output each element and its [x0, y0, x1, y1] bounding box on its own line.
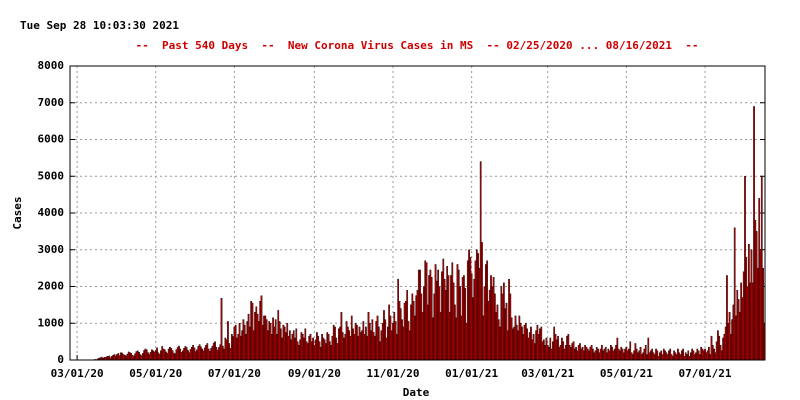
- x-tick-label: 03/01/20: [51, 367, 104, 380]
- x-tick-label: 05/01/20: [129, 367, 182, 380]
- y-tick-label: 7000: [38, 96, 65, 109]
- y-tick-label: 4000: [38, 206, 65, 219]
- timestamp: Tue Sep 28 10:03:30 2021: [20, 19, 179, 32]
- x-axis-label: Date: [403, 386, 430, 399]
- x-tick-label: 07/01/20: [208, 367, 261, 380]
- plot-frame: [69, 65, 766, 361]
- x-tick-label: 01/01/21: [445, 367, 498, 380]
- y-tick-label: 3000: [38, 243, 65, 256]
- y-tick-label: 6000: [38, 133, 65, 146]
- y-tick-label: 2000: [38, 280, 65, 293]
- chart-title: -- Past 540 Days -- New Corona Virus Cas…: [136, 39, 699, 52]
- x-tick-label: 05/01/21: [600, 367, 653, 380]
- y-tick-label: 5000: [38, 169, 65, 182]
- x-tick-label: 09/01/20: [288, 367, 341, 380]
- y-tick-label: 1000: [38, 316, 65, 329]
- y-axis-label: Cases: [11, 196, 24, 229]
- x-tick-label: 03/01/21: [521, 367, 574, 380]
- y-tick-label: 8000: [38, 59, 65, 72]
- y-tick-label: 0: [57, 353, 64, 366]
- x-tick-label: 11/01/20: [367, 367, 420, 380]
- x-tick-label: 07/01/21: [679, 367, 732, 380]
